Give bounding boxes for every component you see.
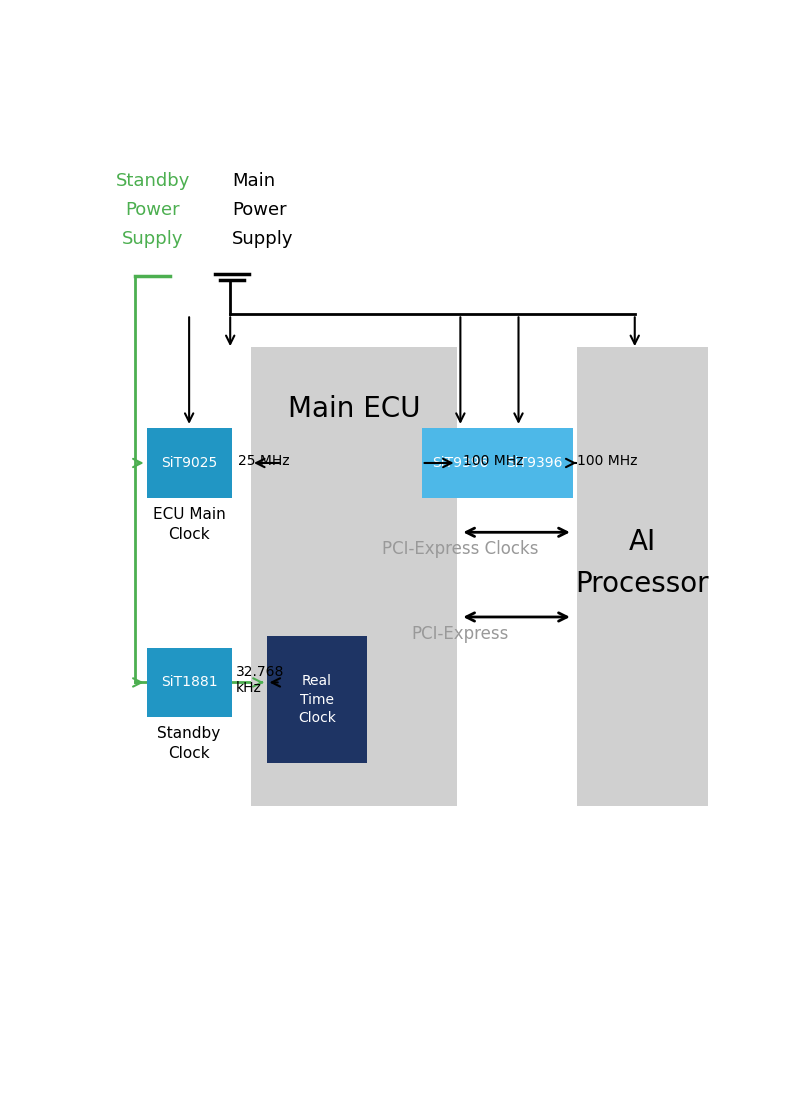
Bar — [577, 347, 708, 806]
Bar — [495, 429, 573, 498]
Text: Supply: Supply — [232, 231, 294, 248]
Text: SiT9396: SiT9396 — [432, 456, 489, 470]
Text: Standby
Clock: Standby Clock — [158, 726, 221, 762]
Text: Power: Power — [126, 201, 180, 219]
Text: SiT9396: SiT9396 — [506, 456, 562, 470]
Text: 25 MHz: 25 MHz — [238, 455, 290, 468]
Bar — [251, 347, 457, 806]
Text: Supply: Supply — [122, 231, 183, 248]
Text: AI
Processor: AI Processor — [576, 529, 710, 598]
Text: Main: Main — [232, 171, 275, 190]
Text: Standby: Standby — [115, 171, 190, 190]
Text: Main ECU: Main ECU — [287, 395, 420, 423]
Text: Power: Power — [232, 201, 286, 219]
Text: 32.768
kHz: 32.768 kHz — [236, 665, 284, 696]
Text: SiT9025: SiT9025 — [161, 456, 218, 470]
Text: 100 MHz: 100 MHz — [462, 455, 523, 468]
Text: PCI-Express Clocks: PCI-Express Clocks — [382, 540, 538, 558]
Bar — [266, 636, 367, 764]
Text: 100 MHz: 100 MHz — [577, 455, 637, 468]
Text: SiT1881: SiT1881 — [161, 676, 218, 689]
Text: Real
Time
Clock: Real Time Clock — [298, 675, 336, 725]
Bar — [146, 647, 232, 717]
Bar — [146, 429, 232, 498]
Text: PCI-Express: PCI-Express — [412, 624, 509, 643]
Text: ECU Main
Clock: ECU Main Clock — [153, 507, 226, 542]
Bar — [422, 429, 499, 498]
